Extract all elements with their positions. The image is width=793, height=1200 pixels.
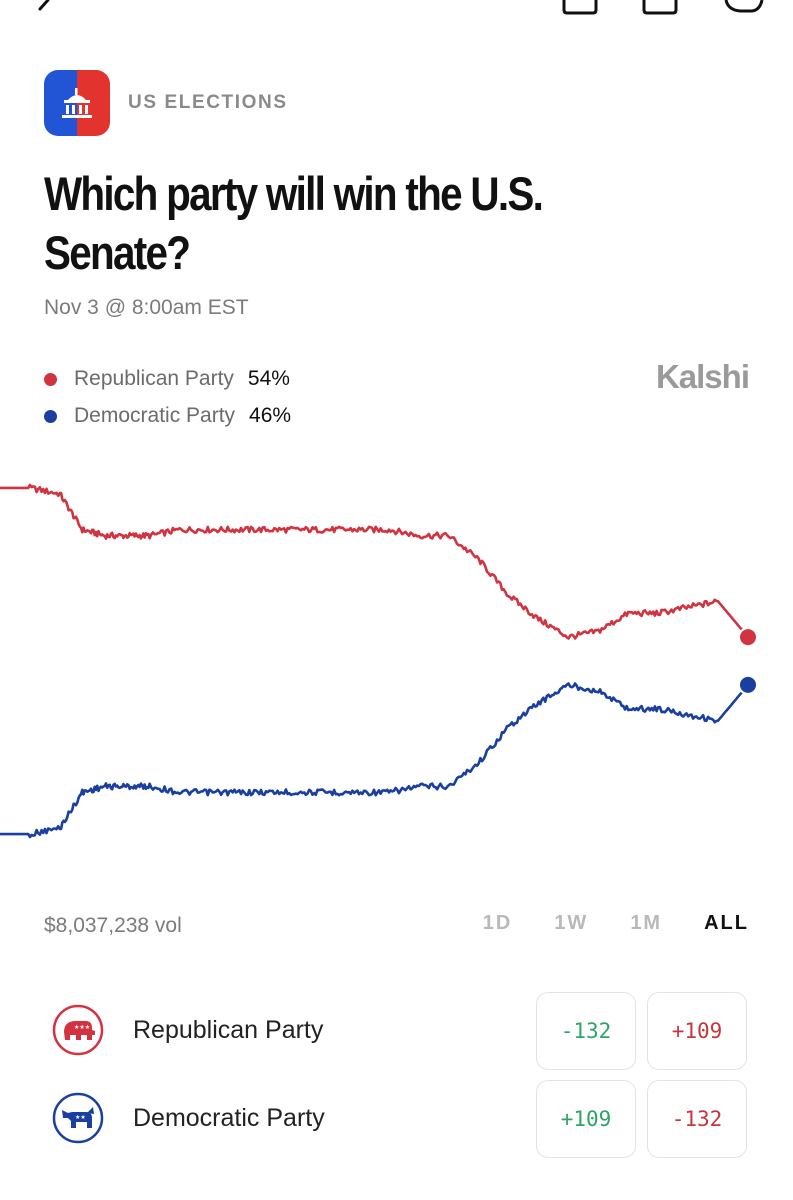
svg-text:★★★: ★★★ xyxy=(74,1024,90,1031)
outcome-name: Democratic Party xyxy=(133,1104,325,1132)
top-toolbar xyxy=(0,0,793,24)
kalshi-brand: Kalshi xyxy=(655,358,750,395)
category-label: US ELECTIONS xyxy=(128,92,288,113)
range-all[interactable]: ALL xyxy=(704,912,749,934)
page-title: Which party will win the U.S. Senate? xyxy=(44,164,663,282)
legend-item-democratic: Democratic Party 46% xyxy=(44,401,291,431)
time-range-selector: 1D 1W 1M ALL xyxy=(441,912,749,935)
bookmark-icon[interactable] xyxy=(640,0,680,16)
yes-price-button[interactable]: -132 xyxy=(536,992,636,1070)
legend-name: Republican Party xyxy=(74,367,234,390)
series-end-point-democratic xyxy=(738,674,758,695)
democratic-donkey-icon: ★★ xyxy=(52,1092,104,1144)
series-line-republican xyxy=(0,483,749,640)
probability-chart[interactable] xyxy=(0,440,793,880)
legend-percentage: 54% xyxy=(247,367,290,390)
close-date: Nov 3 @ 8:00am EST xyxy=(44,296,249,319)
category-logo xyxy=(44,70,110,136)
no-price-button[interactable]: +109 xyxy=(647,992,747,1070)
legend-name: Democratic Party xyxy=(74,404,236,427)
title-line-1: Which party will win the U.S. xyxy=(44,167,544,220)
series-end-point-republican xyxy=(738,627,758,648)
republican-legend-dot xyxy=(44,372,57,386)
democratic-legend-dot xyxy=(44,409,57,423)
share-icon[interactable] xyxy=(560,0,600,16)
legend-percentage: 46% xyxy=(249,404,292,427)
range-1w[interactable]: 1W xyxy=(554,912,589,934)
back-arrow-icon[interactable] xyxy=(30,0,60,14)
no-price-button[interactable]: -132 xyxy=(647,1080,747,1158)
volume-label: $8,037,238 vol xyxy=(44,914,182,937)
title-line-2: Senate? xyxy=(44,226,191,279)
yes-price-button[interactable]: +109 xyxy=(536,1080,636,1158)
comment-icon[interactable] xyxy=(720,0,770,16)
range-1d[interactable]: 1D xyxy=(482,912,513,934)
republican-elephant-icon: ★★★ xyxy=(52,1004,104,1056)
legend-item-republican: Republican Party 54% xyxy=(44,364,290,394)
outcome-row-republican: ★★★ Republican Party -132 +109 xyxy=(0,986,793,1076)
outcome-row-democratic: ★★ Democratic Party +109 -132 xyxy=(0,1074,793,1164)
outcome-name: Republican Party xyxy=(133,1016,324,1044)
series-line-democratic xyxy=(0,682,749,839)
svg-text:★★: ★★ xyxy=(75,1114,86,1121)
range-1m[interactable]: 1M xyxy=(630,912,663,934)
capitol-building-icon xyxy=(62,88,92,118)
